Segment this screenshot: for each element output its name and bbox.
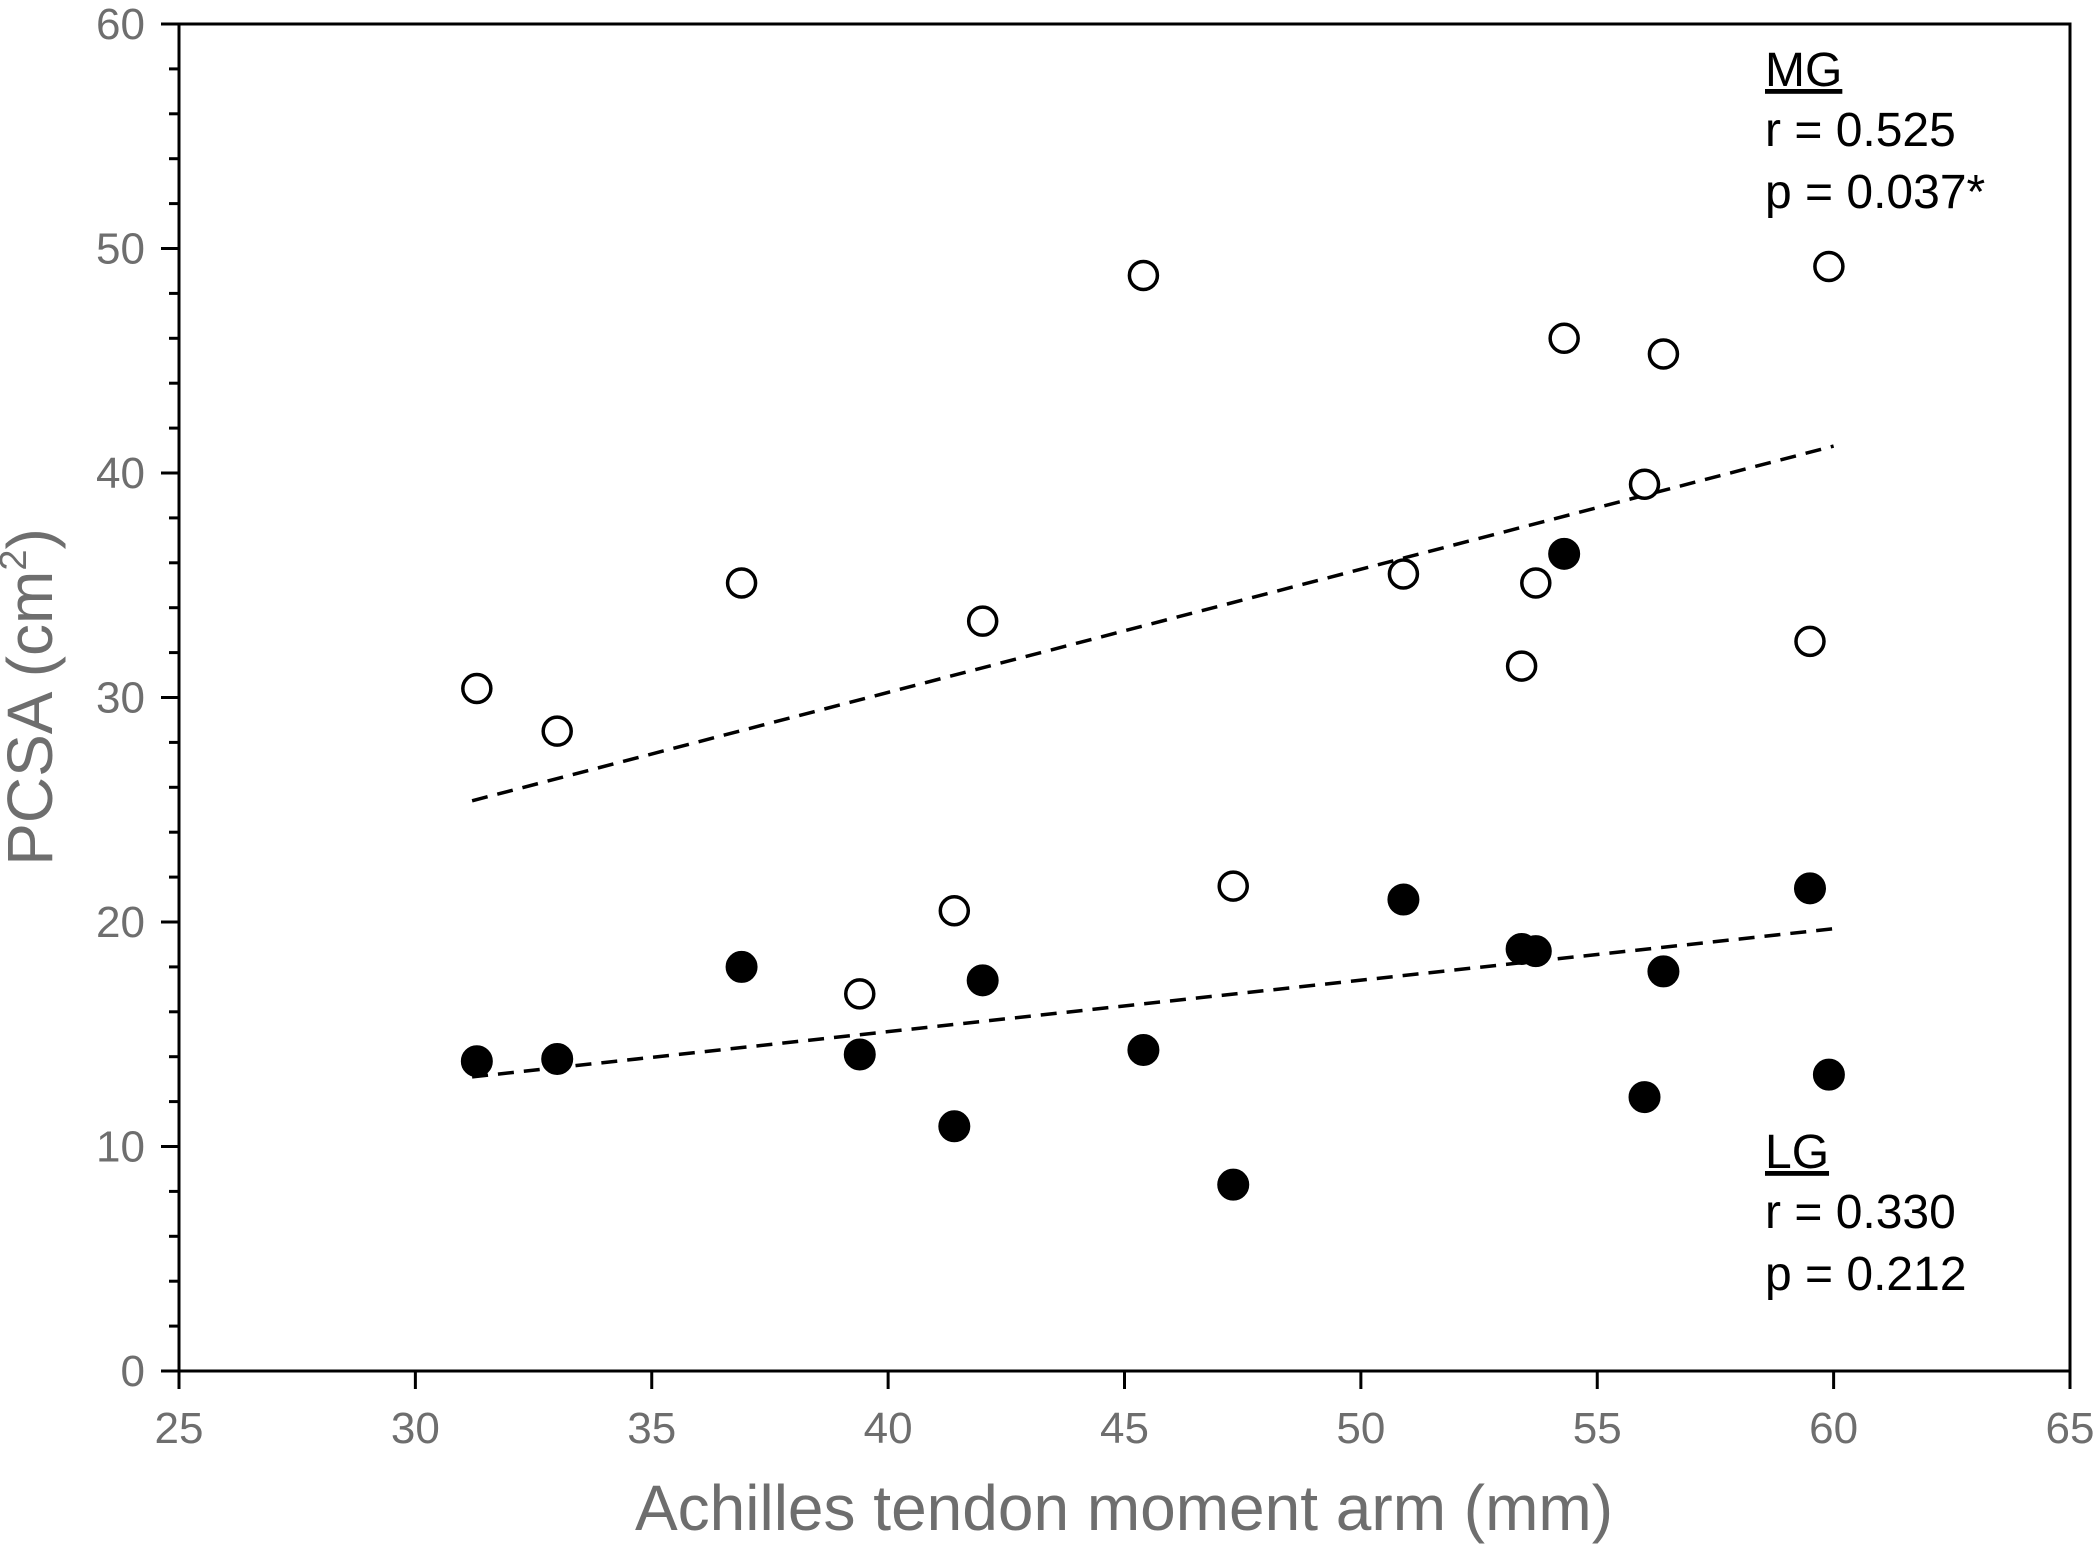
y-tick-label: 40 <box>96 449 145 498</box>
data-points <box>460 250 1845 1201</box>
lg-annotation-label: LG <box>1765 1126 1829 1179</box>
mg-annotation-p: p = 0.037* <box>1765 166 1985 219</box>
x-tick-label: 65 <box>2046 1404 2095 1453</box>
mg-point <box>844 978 876 1010</box>
y-tick-label: 50 <box>96 225 145 274</box>
mg-annotation: MG r = 0.525 p = 0.037* <box>1765 44 1985 219</box>
x-tick-label: 30 <box>391 1404 440 1453</box>
x-tick-label: 40 <box>864 1404 913 1453</box>
mg-point <box>1647 338 1680 370</box>
lg-point <box>1548 537 1581 570</box>
mg-point <box>1548 322 1580 355</box>
lg-point <box>938 1110 971 1143</box>
lg-point <box>541 1042 574 1075</box>
mg-point <box>1813 250 1845 283</box>
mg-point <box>1217 870 1249 902</box>
x-tick-label: 50 <box>1336 1404 1385 1453</box>
y-axis-title-close: ) <box>0 528 66 549</box>
lg-point <box>1793 872 1826 905</box>
x-tick-label: 25 <box>155 1404 204 1453</box>
lg-point <box>966 964 999 997</box>
mg-annotation-r: r = 0.525 <box>1765 104 1956 157</box>
lg-point <box>1387 883 1420 916</box>
lg-point <box>725 950 758 983</box>
lg-annotation-p: p = 0.212 <box>1765 1248 1967 1301</box>
y-tick-label: 30 <box>96 674 145 723</box>
mg-point <box>725 567 758 599</box>
trendlines <box>471 444 1835 1079</box>
mg-trendline <box>471 444 1835 803</box>
lg-annotation: LG r = 0.330 p = 0.212 <box>1765 1126 1967 1301</box>
lg-point <box>1812 1058 1845 1091</box>
mg-point <box>1520 567 1552 599</box>
x-tick-label: 35 <box>627 1404 676 1453</box>
lg-point <box>1628 1081 1661 1114</box>
mg-point <box>1127 259 1160 292</box>
lg-point <box>1519 935 1552 968</box>
mg-point <box>938 895 971 927</box>
mg-annotation-label: MG <box>1765 44 1842 97</box>
lg-trendline <box>471 926 1834 1079</box>
lg-point <box>460 1045 493 1078</box>
mg-point <box>1387 558 1420 590</box>
mg-point <box>1794 625 1826 658</box>
lg-point <box>843 1038 876 1071</box>
x-tick-label: 45 <box>1100 1404 1149 1453</box>
lg-point <box>1127 1033 1160 1066</box>
y-tick-label: 20 <box>96 898 145 947</box>
x-tick-label: 55 <box>1573 1404 1622 1453</box>
mg-point <box>966 605 999 637</box>
mg-point <box>461 672 493 705</box>
x-axis-title: Achilles tendon moment arm (mm) <box>635 1472 1613 1544</box>
y-axis-title-main: PCSA (cm <box>0 571 66 866</box>
y-axis-title: PCSA (cm2) <box>0 528 66 866</box>
mg-point <box>541 715 573 747</box>
y-tick-label: 60 <box>96 0 145 49</box>
x-axis-ticks: 25 30 35 40 45 50 55 60 65 <box>155 1371 2095 1453</box>
y-tick-label: 0 <box>121 1347 145 1396</box>
y-tick-label: 10 <box>96 1123 145 1172</box>
y-axis-ticks: 0 10 20 30 40 50 60 <box>96 0 179 1396</box>
lg-point <box>1217 1168 1250 1201</box>
x-tick-label: 60 <box>1809 1404 1858 1453</box>
lg-annotation-r: r = 0.330 <box>1765 1186 1956 1239</box>
y-axis-title-sup: 2 <box>0 550 35 571</box>
mg-point <box>1628 468 1661 500</box>
mg-point <box>1505 650 1538 682</box>
lg-point <box>1647 955 1680 988</box>
